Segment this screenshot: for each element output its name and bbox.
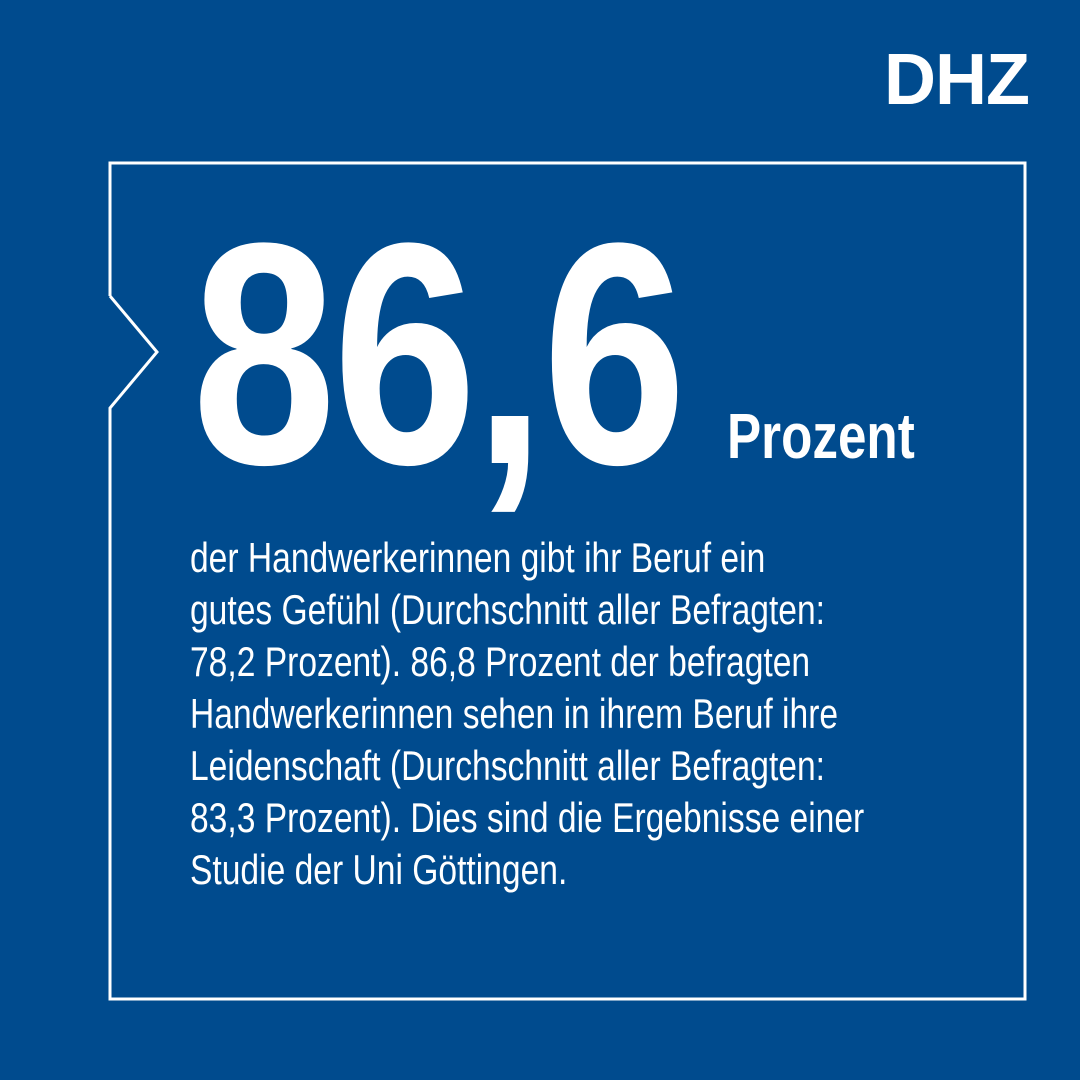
body-line: der Handwerkerinnen gibt ihr Beruf ein — [190, 534, 766, 581]
body-line: 83,3 Prozent). Dies sind die Ergebnisse … — [190, 794, 865, 841]
body-line: Leidenschaft (Durchschnitt aller Befragt… — [190, 742, 826, 789]
dhz-logo: DHZ — [884, 40, 1030, 120]
headline-unit: Prozent — [727, 400, 915, 472]
body-line: Handwerkerinnen sehen in ihrem Beruf ihr… — [190, 690, 839, 737]
body-line: gutes Gefühl (Durchschnitt aller Befragt… — [190, 586, 825, 633]
body-line: Studie der Uni Göttingen. — [190, 846, 568, 893]
body-line: 78,2 Prozent). 86,8 Prozent der befragte… — [190, 638, 811, 685]
headline-value: 86,6 — [192, 177, 686, 530]
body-text: der Handwerkerinnen gibt ihr Beruf ein g… — [190, 532, 1033, 896]
